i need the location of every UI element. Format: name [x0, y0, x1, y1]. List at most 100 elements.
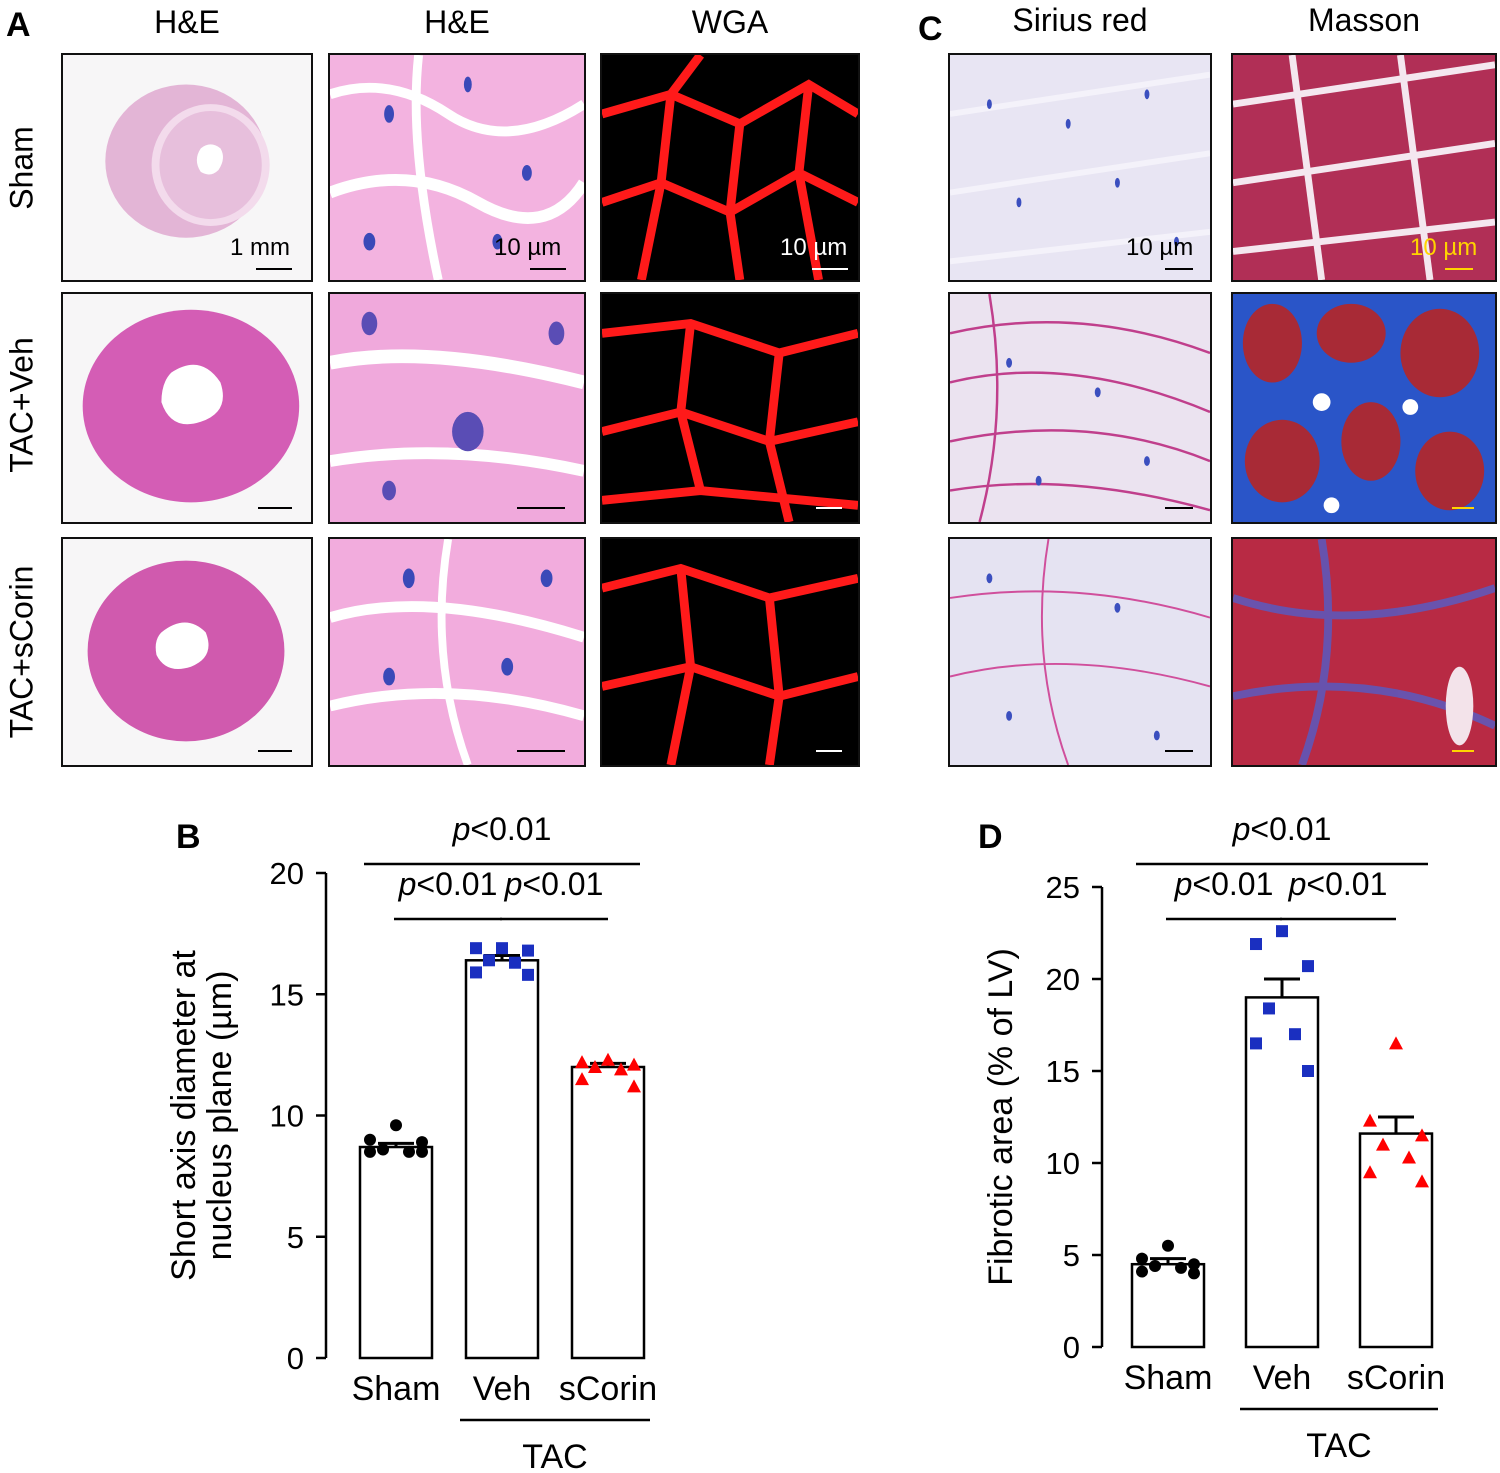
he-heart-section-tac-veh [61, 292, 313, 524]
data-point-scorin [1363, 1113, 1377, 1127]
he-myocyte-sham [328, 53, 586, 282]
scalebar-label-1mm: 1 mm [230, 234, 290, 261]
data-point-veh [1302, 1065, 1314, 1077]
scalebar-label-10um: 10 µm [780, 234, 848, 261]
data-point-scorin [1415, 1128, 1429, 1142]
x-category-label: Sham [1124, 1359, 1213, 1397]
data-point-veh [522, 968, 534, 981]
data-point-sham [1136, 1252, 1148, 1265]
column-header-masson: Masson [1307, 2, 1421, 38]
data-point-veh [1263, 1002, 1275, 1015]
y-tick-label: 25 [1046, 870, 1080, 905]
scalebar-label-10um: 10 µm [494, 234, 562, 261]
scalebar [256, 268, 292, 270]
data-point-veh [509, 956, 521, 969]
y-tick-label: 0 [1063, 1330, 1080, 1365]
data-point-scorin [614, 1062, 628, 1076]
data-point-veh [1289, 1028, 1301, 1041]
scalebar [1452, 507, 1474, 509]
data-point-veh [1250, 938, 1262, 951]
data-point-sham [1149, 1260, 1161, 1273]
y-tick-label: 15 [1046, 1054, 1080, 1089]
scalebar [1165, 507, 1193, 509]
data-point-scorin [1376, 1137, 1390, 1151]
sirius-red-tac-veh [948, 292, 1212, 524]
bar-scorin [1358, 1132, 1434, 1349]
data-point-scorin [575, 1072, 589, 1086]
p-value-label: p<0.01 [452, 811, 552, 847]
row-header-tac-scorin: TAC+sCorin [3, 565, 40, 739]
wga-stain-tac-scorin [600, 537, 860, 767]
data-point-scorin [1402, 1150, 1416, 1164]
data-point-sham [390, 1119, 402, 1132]
x-category-label: Sham [352, 1370, 441, 1408]
data-point-scorin [588, 1060, 602, 1073]
scalebar [258, 507, 292, 509]
chart-fibrotic-area: D 0 5 10 15 20 25 Fibrotic area (% of LV) Sham Ve… [978, 811, 1445, 1465]
masson-sham [1231, 53, 1497, 282]
y-tick-label: 20 [1046, 962, 1080, 997]
data-point-sham [416, 1145, 428, 1158]
panel-letter-d: D [978, 818, 1003, 856]
data-point-veh [470, 942, 482, 955]
data-point-veh [496, 942, 508, 955]
row-header-sham: Sham [3, 126, 40, 210]
scalebar [816, 750, 842, 752]
he-myocyte-tac-veh [328, 292, 586, 524]
data-point-sham [1188, 1267, 1200, 1280]
panel-letter-c: C [918, 10, 943, 48]
masson-tac-scorin [1231, 537, 1497, 767]
y-tick-label: 0 [287, 1341, 304, 1376]
bar-veh [1244, 996, 1320, 1349]
data-point-sham [364, 1145, 376, 1158]
bar-sham [358, 1145, 434, 1360]
column-header-wga: WGA [691, 4, 769, 40]
y-axis-label: Short axis diameter at [165, 950, 203, 1281]
bar-veh [464, 959, 540, 1360]
column-header-he-low: H&E [154, 4, 220, 40]
sirius-red-sham [948, 53, 1212, 282]
y-tick-label: 10 [1046, 1146, 1080, 1181]
data-point-scorin [1363, 1165, 1377, 1179]
data-point-sham [364, 1133, 376, 1146]
p-value-label: p<0.01 [504, 866, 604, 902]
data-point-scorin [1415, 1174, 1429, 1188]
p-value-label: p<0.01 [398, 866, 498, 902]
wga-stain-sham [600, 53, 860, 282]
data-point-sham [416, 1136, 428, 1149]
scalebar [517, 507, 565, 509]
x-category-label: sCorin [1347, 1359, 1445, 1397]
data-point-sham [403, 1145, 415, 1158]
data-point-veh [522, 944, 534, 957]
scalebar [258, 750, 292, 752]
data-point-sham [1162, 1239, 1174, 1252]
masson-tac-veh [1231, 292, 1497, 524]
data-point-scorin [601, 1052, 615, 1066]
data-point-veh [1250, 1037, 1262, 1050]
column-header-sirius-red: Sirius red [1012, 2, 1148, 38]
y-tick-label: 5 [287, 1220, 304, 1255]
scalebar [816, 507, 842, 509]
data-point-sham [1136, 1265, 1148, 1278]
bar-scorin [570, 1065, 646, 1360]
wga-stain-tac-veh [600, 292, 860, 524]
data-point-scorin [575, 1055, 589, 1069]
p-value-label: p<0.01 [1174, 866, 1274, 902]
data-point-scorin [1389, 1036, 1403, 1050]
data-point-veh [483, 954, 495, 967]
data-point-veh [1276, 925, 1288, 938]
scalebar-label-10um: 10 µm [1126, 234, 1194, 261]
scalebar [1452, 750, 1474, 752]
panel-letter-b: B [176, 818, 201, 856]
x-category-label: sCorin [559, 1370, 657, 1408]
row-header-tac-veh: TAC+Veh [3, 337, 40, 473]
data-point-scorin [627, 1057, 641, 1071]
scalebar [1165, 750, 1193, 752]
he-heart-section-sham [61, 53, 313, 282]
y-axis-label: nucleus plane (µm) [201, 971, 239, 1261]
x-category-label: Veh [473, 1370, 532, 1408]
x-category-label: Veh [1253, 1359, 1312, 1397]
he-heart-section-tac-scorin [61, 537, 313, 767]
scalebar-label-10um: 10 µm [1410, 234, 1478, 261]
scalebar [1165, 268, 1193, 270]
